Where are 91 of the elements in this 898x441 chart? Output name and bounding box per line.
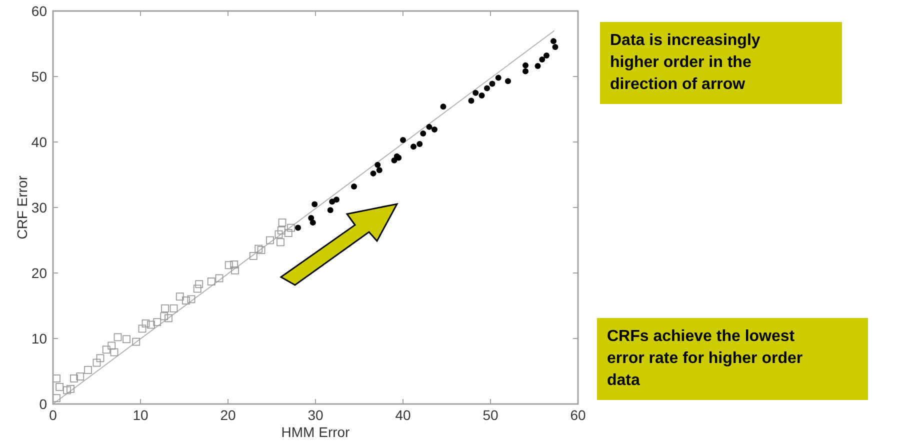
point — [249, 252, 258, 260]
point — [544, 52, 550, 59]
point — [170, 304, 178, 312]
point — [489, 80, 496, 87]
point — [102, 346, 110, 354]
point — [114, 333, 122, 342]
point — [426, 124, 432, 130]
point — [522, 68, 528, 74]
point — [440, 104, 446, 110]
point — [312, 201, 318, 208]
point — [56, 383, 64, 391]
x-axis-title: HMM Error — [281, 424, 350, 440]
point — [495, 74, 502, 81]
point — [420, 130, 426, 136]
point — [432, 126, 438, 133]
point — [224, 261, 233, 270]
x-tick-label: 20 — [220, 407, 236, 423]
point — [278, 218, 286, 227]
point — [550, 38, 556, 44]
point — [327, 207, 334, 214]
point — [266, 236, 274, 244]
point — [110, 348, 118, 356]
x-tick-label: 0 — [49, 407, 58, 423]
point — [276, 238, 284, 246]
point — [70, 374, 78, 382]
point — [195, 280, 204, 288]
point — [374, 162, 381, 168]
point — [164, 314, 172, 322]
y-tick-label: 10 — [31, 330, 48, 346]
point — [552, 44, 558, 50]
point — [231, 266, 239, 274]
point — [400, 137, 406, 144]
point — [416, 140, 423, 147]
point — [284, 229, 292, 237]
text: Data is increasingly higher order in the direction of arrow — [600, 22, 842, 104]
point — [176, 292, 184, 301]
point — [539, 56, 546, 62]
point — [376, 167, 382, 174]
point — [138, 324, 146, 333]
point — [84, 366, 92, 374]
point — [351, 184, 357, 190]
point — [207, 278, 216, 286]
y-tick-label: 50 — [31, 68, 48, 84]
point — [187, 295, 196, 304]
point — [410, 144, 416, 150]
point — [472, 90, 479, 96]
point — [66, 384, 74, 393]
point — [215, 274, 224, 282]
point — [108, 342, 116, 350]
point — [161, 304, 169, 312]
y-axis-title: CRF Error — [14, 175, 30, 240]
point — [505, 78, 511, 84]
x-tick-label: 30 — [308, 407, 324, 423]
point — [96, 354, 104, 362]
point — [122, 335, 130, 344]
point — [147, 320, 155, 329]
x-tick-label: 40 — [395, 407, 411, 423]
y-tick-label: 40 — [31, 134, 48, 150]
point — [193, 284, 202, 293]
point — [308, 214, 314, 221]
point — [468, 98, 474, 104]
point — [257, 246, 266, 254]
point — [310, 220, 316, 226]
point — [153, 318, 162, 326]
point — [295, 224, 301, 231]
point — [254, 244, 263, 253]
text: CRFs achieve the lowest error rate for higher order data — [597, 318, 868, 400]
point — [132, 338, 140, 346]
x-tick-label: 10 — [132, 407, 148, 423]
point — [160, 312, 168, 320]
point — [334, 196, 340, 203]
point — [522, 62, 528, 68]
point — [484, 85, 490, 92]
y-tick-label: 20 — [31, 265, 48, 281]
y-tick-label: 60 — [31, 3, 48, 19]
point — [277, 226, 286, 234]
x-tick-label: 60 — [570, 407, 586, 423]
point — [478, 92, 485, 98]
point — [274, 230, 283, 238]
point — [76, 372, 84, 380]
point — [92, 358, 101, 367]
x-tick-label: 50 — [482, 407, 498, 423]
point — [142, 319, 150, 328]
point — [287, 224, 295, 232]
point — [534, 63, 541, 70]
y-tick-label: 0 — [39, 396, 48, 412]
point — [182, 296, 190, 304]
point — [63, 386, 71, 394]
y-tick-label: 30 — [31, 200, 48, 216]
point — [370, 170, 376, 176]
point — [230, 260, 238, 268]
